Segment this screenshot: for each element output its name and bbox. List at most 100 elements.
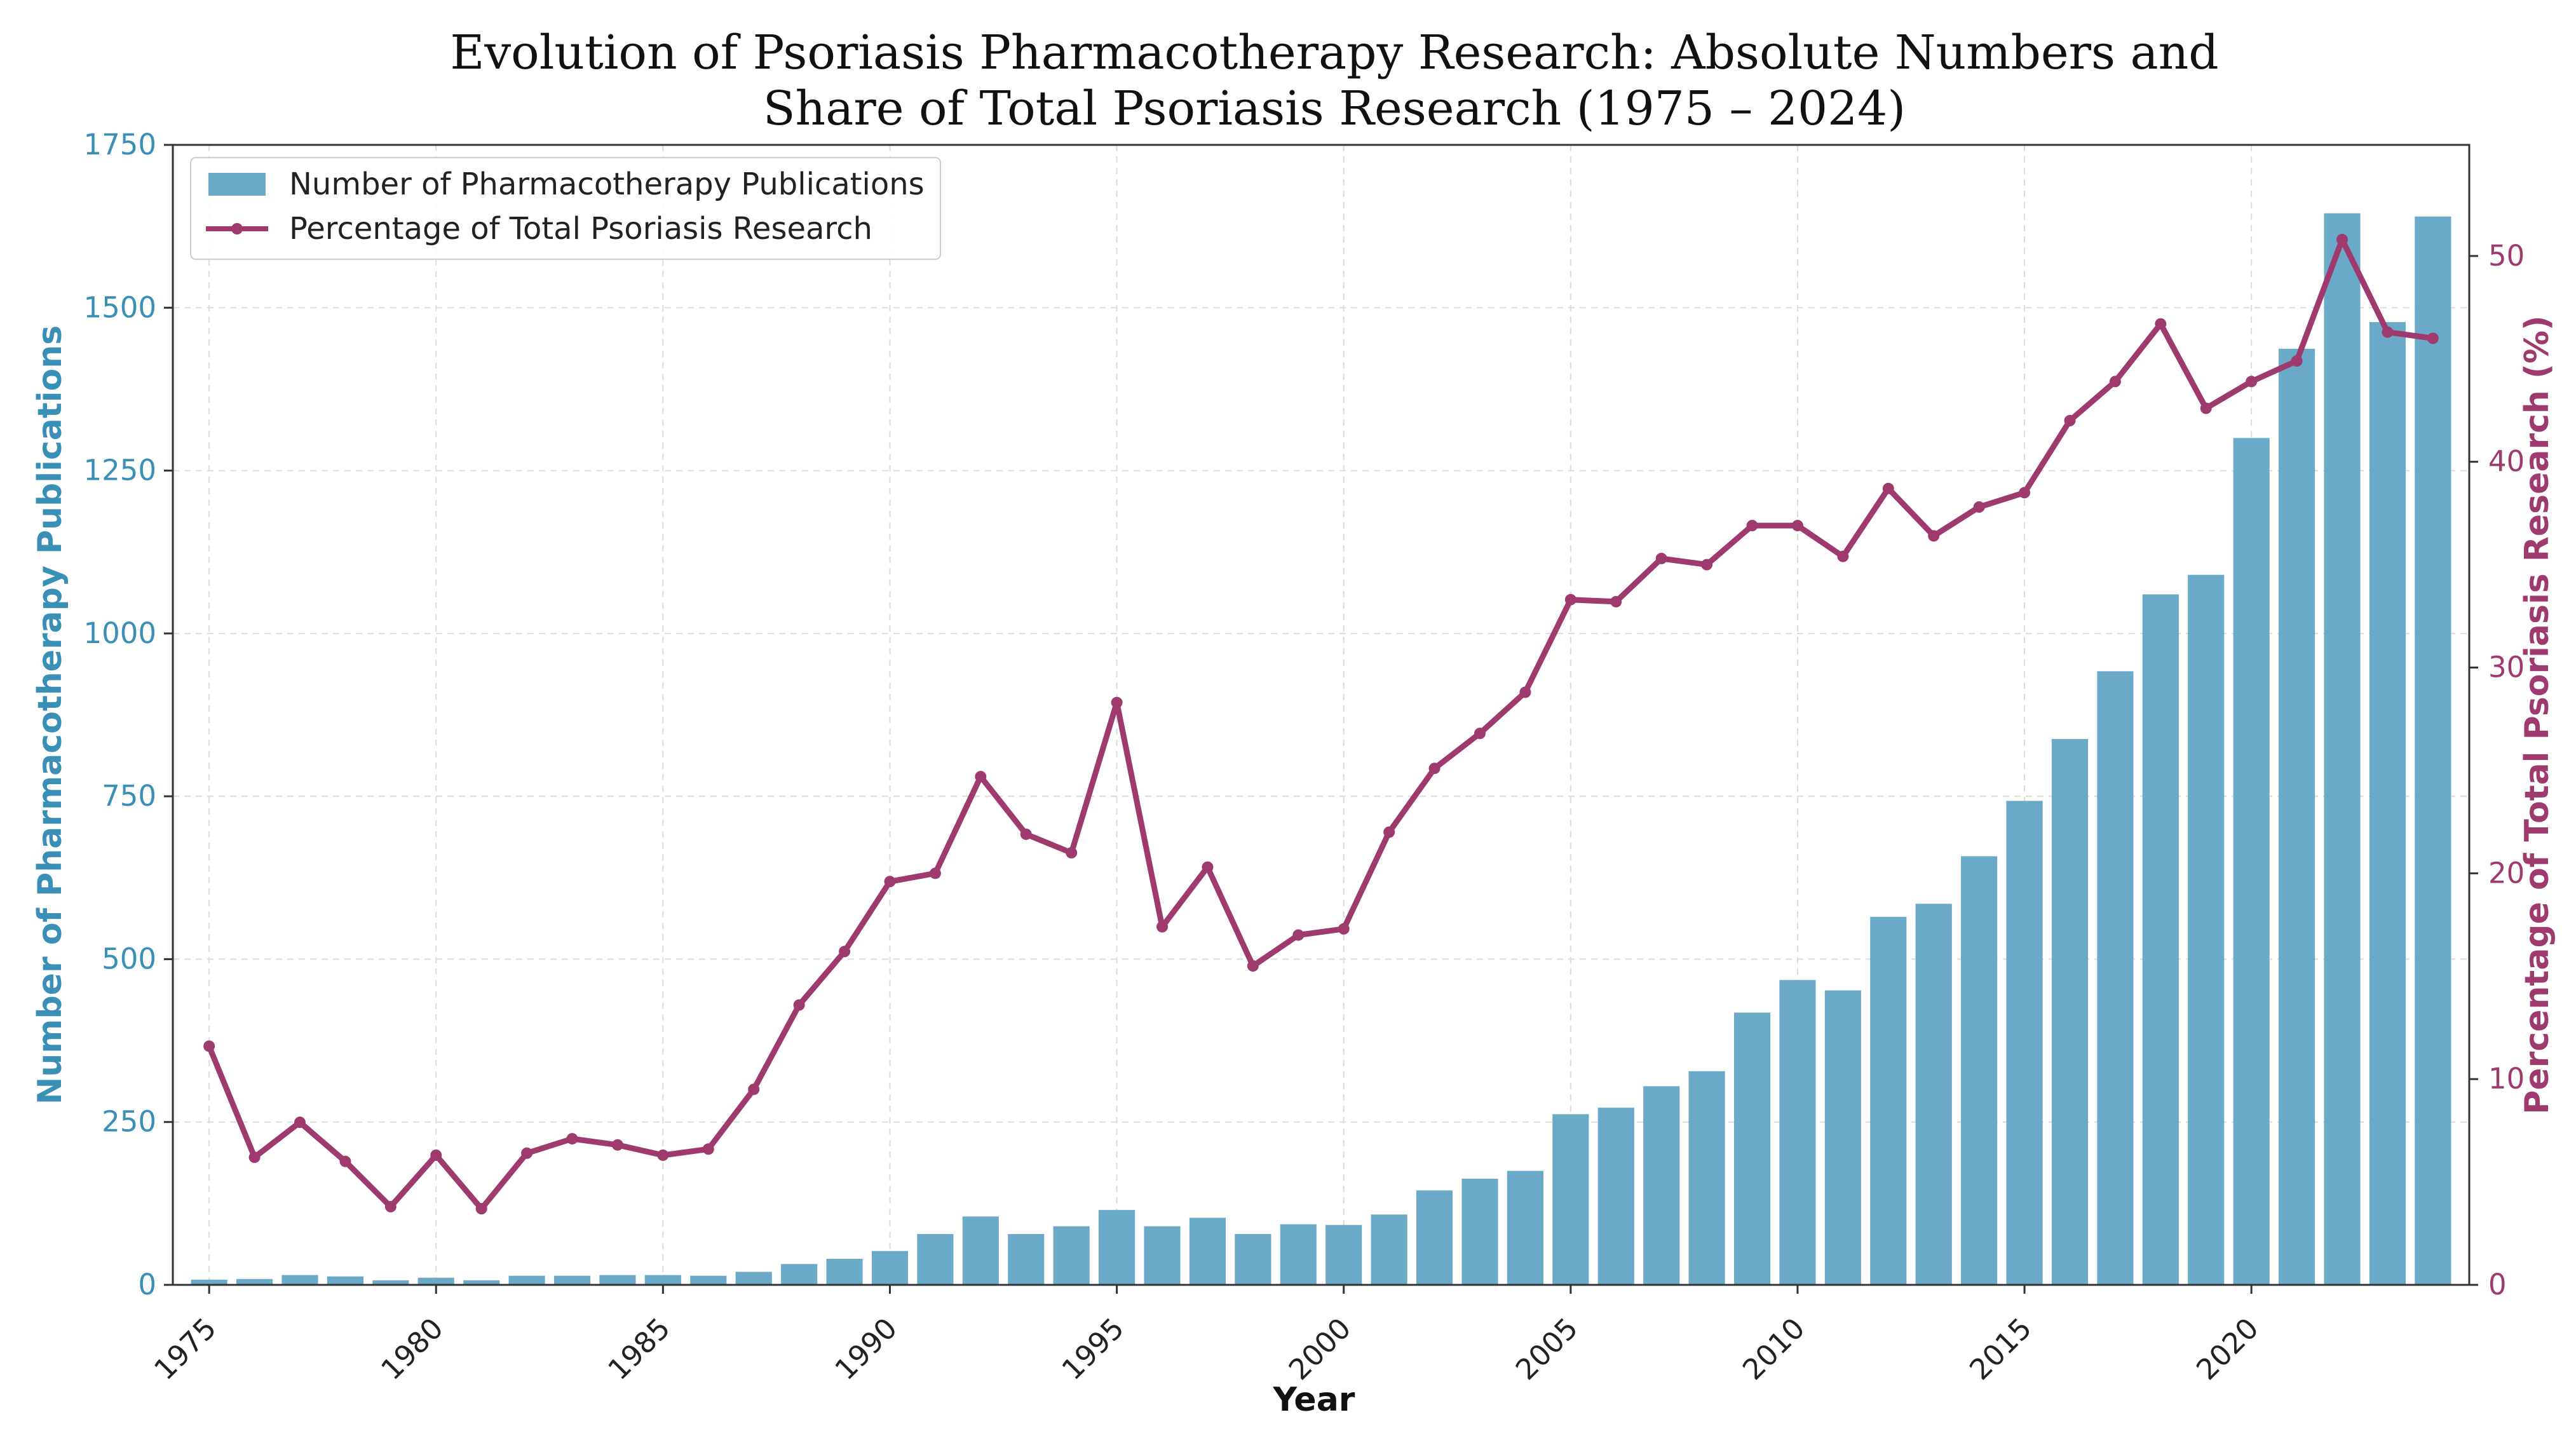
bar-2014 <box>1961 856 1998 1285</box>
percentage-series-line <box>206 236 2434 1212</box>
percentage-point-2024 <box>2427 332 2439 344</box>
bar-2001 <box>1371 1214 1407 1285</box>
bar-2013 <box>1915 904 1952 1285</box>
bar-2024 <box>2415 216 2451 1285</box>
bar-2010 <box>1779 980 1816 1285</box>
bars <box>191 213 2451 1286</box>
bar-1989 <box>826 1258 863 1285</box>
legend-line-marker <box>231 223 243 234</box>
bar-2011 <box>1824 990 1861 1285</box>
x-tick-label: 2010 <box>1736 1312 1811 1387</box>
chart-title-line-1: Evolution of Psoriasis Pharmacotherapy R… <box>450 25 2218 80</box>
percentage-point-2005 <box>1564 594 1576 606</box>
x-tick-label: 2015 <box>1963 1312 2038 1387</box>
bar-2004 <box>1507 1170 1543 1285</box>
bar-1978 <box>327 1276 363 1285</box>
percentage-point-2020 <box>2246 376 2258 388</box>
legend-bar-label: Number of Pharmacotherapy Publications <box>289 166 925 202</box>
left-tick-label: 0 <box>138 1268 156 1301</box>
percentage-point-1983 <box>566 1133 578 1145</box>
percentage-point-1980 <box>430 1149 442 1161</box>
x-tick-label: 2020 <box>2190 1312 2265 1387</box>
right-tick-label: 0 <box>2488 1268 2507 1301</box>
percentage-point-2013 <box>1928 530 1940 542</box>
percentage-point-2023 <box>2382 326 2394 338</box>
bar-1987 <box>735 1272 772 1285</box>
bar-2015 <box>2006 801 2043 1285</box>
bar-1979 <box>372 1280 409 1285</box>
bar-1985 <box>644 1275 681 1285</box>
percentage-point-2016 <box>2064 414 2076 426</box>
percentage-point-1994 <box>1066 846 1078 858</box>
bar-2023 <box>2369 322 2406 1285</box>
right-y-axis: 0 10 20 30 40 50 <box>2469 239 2525 1301</box>
percentage-point-2011 <box>1837 550 1849 562</box>
left-tick-label: 1250 <box>83 454 156 487</box>
bar-1984 <box>599 1275 636 1285</box>
percentage-point-1987 <box>748 1083 760 1096</box>
bar-2003 <box>1461 1178 1498 1285</box>
chart-title-line-2: Share of Total Psoriasis Research (1975 … <box>763 81 1906 136</box>
bar-1976 <box>236 1279 273 1285</box>
percentage-point-1985 <box>657 1149 669 1161</box>
percentage-point-2002 <box>1428 763 1441 775</box>
percentage-point-1989 <box>839 946 851 958</box>
x-tick-label: 1985 <box>601 1312 676 1387</box>
percentage-point-1993 <box>1020 828 1032 840</box>
percentage-point-2014 <box>1973 501 1985 513</box>
bar-1983 <box>553 1275 591 1285</box>
percentage-point-2008 <box>1701 559 1713 571</box>
percentage-point-2007 <box>1655 552 1667 564</box>
percentage-point-1995 <box>1111 696 1123 709</box>
bar-1991 <box>917 1234 954 1285</box>
percentage-point-1991 <box>929 867 941 879</box>
left-tick-label: 1750 <box>83 128 156 161</box>
percentage-point-1990 <box>884 876 896 888</box>
bar-2002 <box>1416 1190 1453 1285</box>
percentage-point-2006 <box>1610 595 1622 607</box>
bar-1998 <box>1235 1234 1271 1285</box>
percentage-point-2017 <box>2109 376 2121 388</box>
left-y-axis-title: Number of Pharmacotherapy Publications <box>31 325 69 1105</box>
right-tick-label: 50 <box>2488 239 2525 273</box>
bar-2022 <box>2324 213 2361 1285</box>
percentage-point-2000 <box>1338 923 1350 935</box>
percentage-point-1997 <box>1202 861 1214 873</box>
left-tick-label: 500 <box>102 942 156 975</box>
bar-2017 <box>2097 671 2134 1285</box>
percentage-point-1999 <box>1292 929 1305 941</box>
x-axis: 1975 1980 1985 1990 1995 2000 2005 2010 2015 2020 <box>147 1285 2265 1387</box>
left-tick-label: 1500 <box>83 290 156 324</box>
percentage-point-2003 <box>1474 728 1486 740</box>
percentage-point-1981 <box>475 1203 487 1215</box>
bar-2007 <box>1643 1086 1680 1285</box>
percentage-point-1996 <box>1156 921 1169 933</box>
legend-bar-swatch <box>208 173 266 196</box>
percentage-point-1978 <box>339 1155 351 1167</box>
left-y-axis: 0 250 500 750 1000 1250 1500 1750 <box>83 128 173 1301</box>
percentage-point-2018 <box>2155 318 2167 330</box>
right-tick-label: 10 <box>2488 1062 2525 1096</box>
bar-1982 <box>508 1275 545 1285</box>
left-tick-label: 250 <box>102 1105 156 1139</box>
right-tick-label: 40 <box>2488 445 2525 478</box>
bar-2009 <box>1733 1012 1771 1285</box>
bar-2005 <box>1552 1114 1589 1285</box>
bar-2021 <box>2279 348 2315 1286</box>
bar-1994 <box>1053 1226 1090 1285</box>
percentage-point-2022 <box>2336 233 2349 245</box>
percentage-point-1988 <box>793 999 805 1011</box>
percentage-point-1976 <box>248 1151 261 1163</box>
bar-1992 <box>962 1216 999 1285</box>
bar-1986 <box>690 1275 727 1285</box>
percentage-point-1977 <box>294 1116 306 1129</box>
right-tick-label: 30 <box>2488 651 2525 684</box>
percentage-point-1982 <box>521 1147 533 1159</box>
bar-1995 <box>1099 1210 1135 1285</box>
percentage-point-2001 <box>1383 826 1395 838</box>
legend-box <box>190 157 941 260</box>
percentage-point-2010 <box>1791 520 1803 532</box>
right-tick-label: 20 <box>2488 856 2525 890</box>
bar-2008 <box>1688 1071 1725 1285</box>
